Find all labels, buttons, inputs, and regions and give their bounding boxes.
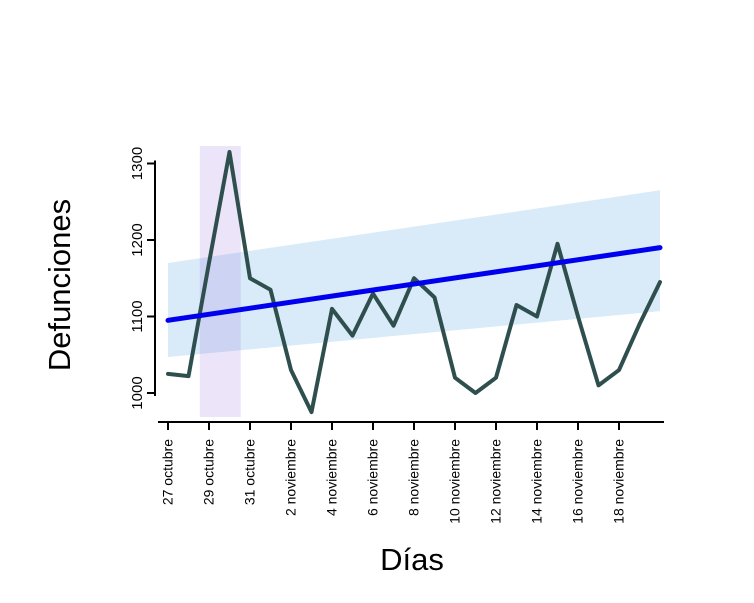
x-tick-label: 2 noviembre bbox=[283, 439, 299, 516]
x-tick-label: 31 octubre bbox=[242, 439, 258, 505]
deaths-line bbox=[166, 150, 662, 415]
trend-line bbox=[165, 245, 663, 323]
y-tick-label: 1000 bbox=[129, 376, 146, 409]
y-tick-label: 1300 bbox=[129, 147, 146, 180]
x-tick-label: 8 noviembre bbox=[406, 439, 422, 516]
x-tick-label: 10 noviembre bbox=[447, 439, 463, 524]
x-tick-label: 14 noviembre bbox=[529, 439, 545, 524]
x-axis-title: Días bbox=[380, 542, 444, 577]
x-tick-label: 27 octubre bbox=[160, 439, 176, 505]
series-layer bbox=[165, 150, 663, 415]
x-tick-label: 16 noviembre bbox=[570, 439, 586, 524]
x-tick-label: 6 noviembre bbox=[365, 439, 381, 516]
y-tick-label: 1200 bbox=[129, 223, 146, 256]
x-tick-label: 4 noviembre bbox=[324, 439, 340, 516]
y-tick-label: 1100 bbox=[129, 300, 146, 332]
x-tick-label: 29 octubre bbox=[201, 439, 217, 505]
y-axis-title: Defunciones bbox=[42, 199, 77, 371]
axes-layer: 27 octubre 29 octubre 31 octubre 2 noviembr… bbox=[129, 147, 664, 524]
x-tick-label: 18 noviembre bbox=[611, 439, 627, 524]
x-tick-label: 12 noviembre bbox=[488, 439, 504, 524]
